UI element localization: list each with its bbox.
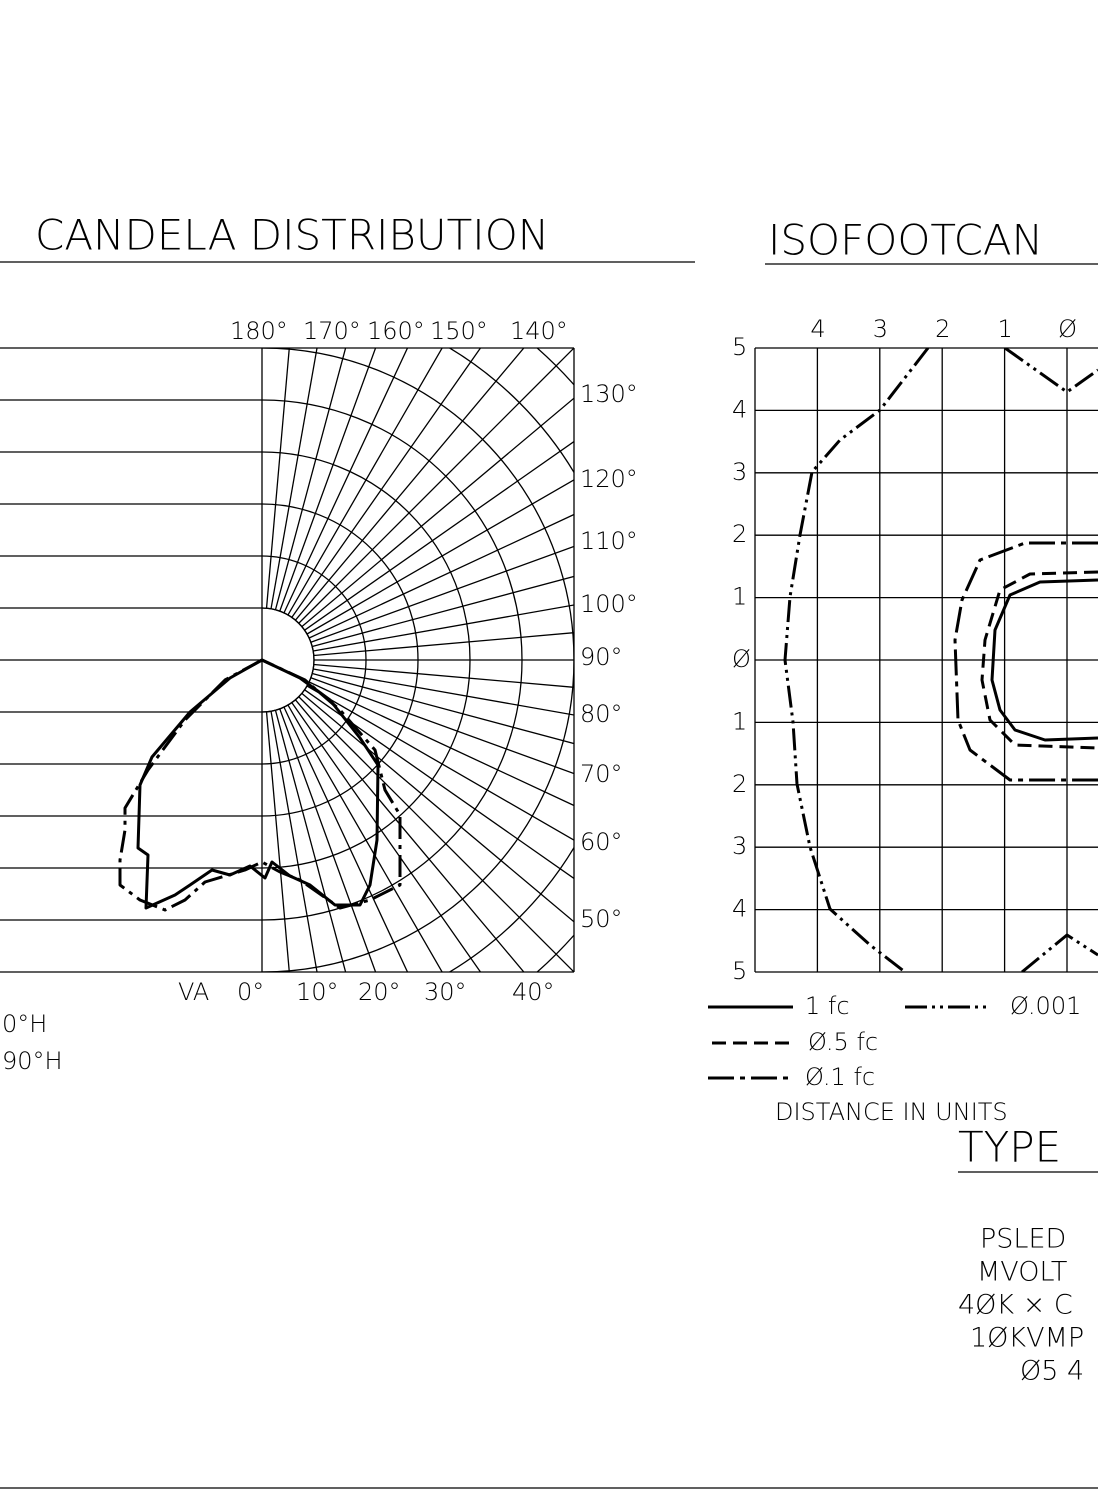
y-label: 2 [732, 770, 747, 798]
radial-line [279, 348, 377, 612]
radial-line [294, 348, 525, 621]
x-label: 3 [873, 315, 888, 343]
y-label: 1 [732, 583, 747, 611]
radial-line [301, 692, 574, 923]
radial-line [287, 348, 443, 616]
radial-line [313, 663, 574, 688]
type-title: TYPE [958, 1123, 1061, 1172]
radial-line [310, 677, 574, 775]
radial-line [312, 575, 574, 648]
contour [1004, 348, 1098, 394]
angle-label: 20° [358, 978, 401, 1006]
y-label: 4 [732, 395, 747, 423]
x-label: 4 [810, 315, 825, 343]
radial-line [265, 348, 290, 609]
radial-line [270, 348, 318, 609]
y-label: 5 [732, 333, 747, 361]
radial-line [310, 545, 574, 643]
angle-label: 150° [430, 317, 488, 345]
angle-label: 180° [230, 317, 288, 345]
type-line: 1ØKVMP [970, 1323, 1084, 1354]
x-label: 2 [935, 315, 950, 343]
x-label: 1 [998, 315, 1013, 343]
y-label: Ø [732, 645, 751, 673]
type-line: PSLED [980, 1224, 1066, 1255]
radial-line [279, 708, 377, 972]
candela-curve [118, 658, 402, 912]
radial-line [308, 681, 574, 807]
angle-label: 140° [510, 317, 568, 345]
radial-line [270, 711, 318, 972]
candela-title: CANDELA DISTRIBUTION [35, 211, 549, 260]
radial-line [291, 348, 482, 618]
angle-label: 170° [303, 317, 361, 345]
legend-label: 1 fc [805, 992, 850, 1020]
legend-label: Ø.5 fc [808, 1028, 878, 1056]
radial-line [308, 513, 574, 639]
y-label: 2 [732, 520, 747, 548]
type-line: MVOLT [977, 1257, 1067, 1288]
candela-curve [136, 658, 380, 910]
angle-label: 130° [580, 380, 638, 408]
angle-label: 120° [580, 465, 638, 493]
note: DISTANCE IN UNITS [775, 1098, 1008, 1126]
angle-label: 10° [296, 978, 339, 1006]
angle-label: 30° [424, 978, 467, 1006]
angle-label: 160° [367, 317, 425, 345]
legend-label: 90°H [2, 1047, 63, 1075]
contour [1021, 933, 1098, 972]
legend-label: Ø.001 [1010, 992, 1081, 1020]
radial-line [313, 668, 574, 716]
legend-label: Ø.1 fc [805, 1063, 875, 1091]
y-label: 3 [732, 458, 747, 486]
radial-line [306, 685, 574, 841]
y-label: 3 [732, 832, 747, 860]
angle-label: 90° [580, 643, 623, 671]
polar-grid: 180° 170° 160° 150° 140° 130° 120° 110° 100° 90° 8… [0, 317, 638, 1075]
angle-label: 70° [580, 760, 623, 788]
iso-title: ISOFOOTCAN [768, 216, 1043, 265]
angle-label: VA [178, 978, 209, 1006]
radial-line [298, 348, 574, 624]
contour [980, 570, 1098, 750]
y-label: 5 [732, 957, 747, 985]
radial-line [312, 672, 574, 745]
radial-line [274, 348, 347, 610]
radial-line [283, 706, 409, 972]
radial-line [274, 710, 347, 972]
angle-label: 80° [580, 700, 623, 728]
radial-line [265, 711, 290, 972]
radial-line [313, 632, 574, 657]
contour [783, 348, 930, 972]
inner-circle [262, 607, 315, 713]
polar-clip [262, 348, 574, 972]
angle-label: 0° [237, 978, 264, 1006]
legend-label: 0°H [2, 1010, 47, 1038]
angle-label: 60° [580, 828, 623, 856]
x-label: Ø [1058, 315, 1077, 343]
radial-line [306, 479, 574, 635]
radial-line [283, 348, 409, 614]
radial-line [301, 397, 574, 628]
type-line: 4ØK × C [958, 1290, 1073, 1321]
iso-grid: 5 4 3 2 1 Ø 1 2 3 4 5 4 3 2 1 Ø 1 fc Ø.001 Ø.5 fc Ø.1 fc DIS… [732, 315, 1098, 1126]
radial-line [291, 702, 482, 972]
angle-label: 100° [580, 590, 638, 618]
y-label: 1 [732, 707, 747, 735]
radial-line [304, 440, 574, 631]
angle-label: 110° [580, 527, 638, 555]
angle-label: 40° [512, 978, 555, 1006]
radial-line [298, 696, 574, 972]
angle-label: 50° [580, 905, 623, 933]
contour [953, 541, 1098, 782]
radial-line [304, 689, 574, 880]
radial-line [287, 704, 443, 972]
type-line: Ø5 4 [1020, 1356, 1084, 1387]
radial-line [313, 604, 574, 652]
y-label: 4 [732, 895, 747, 923]
radial-line [294, 699, 525, 972]
contour [990, 578, 1098, 742]
